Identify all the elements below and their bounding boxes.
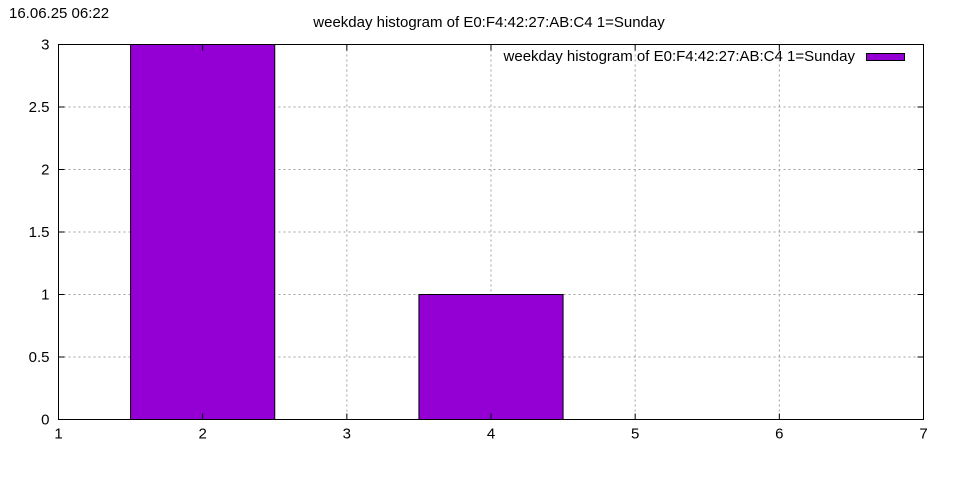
legend-label: weekday histogram of E0:F4:42:27:AB:C4 1… — [503, 48, 856, 65]
timestamp-label: 16.06.25 06:22 — [9, 5, 109, 22]
y-tick-label: 1.5 — [29, 224, 50, 241]
x-tick-label: 6 — [775, 426, 783, 443]
x-tick-label: 1 — [54, 426, 62, 443]
x-tick-label: 7 — [919, 426, 927, 443]
x-tick-label: 3 — [343, 426, 351, 443]
y-tick-label: 1 — [41, 287, 49, 304]
y-tick-label: 2.5 — [29, 99, 50, 116]
chart-title: weekday histogram of E0:F4:42:27:AB:C4 1… — [312, 14, 665, 31]
y-tick-label: 0 — [41, 412, 49, 429]
y-tick-label: 3 — [41, 37, 49, 54]
grid-lines — [58, 44, 924, 420]
axes: 1 2 3 4 5 6 7 0 0.5 1 1.5 2 2.5 3 — [29, 37, 928, 443]
histogram-bar — [130, 44, 276, 420]
x-tick-label: 4 — [487, 426, 495, 443]
x-tick-label: 2 — [198, 426, 206, 443]
legend-swatch — [866, 53, 905, 61]
y-tick-label: 0.5 — [29, 349, 50, 366]
bars — [130, 44, 564, 420]
histogram-bar — [418, 294, 564, 420]
legend: weekday histogram of E0:F4:42:27:AB:C4 1… — [503, 48, 905, 65]
y-tick-label: 2 — [41, 162, 49, 179]
x-tick-label: 5 — [631, 426, 639, 443]
